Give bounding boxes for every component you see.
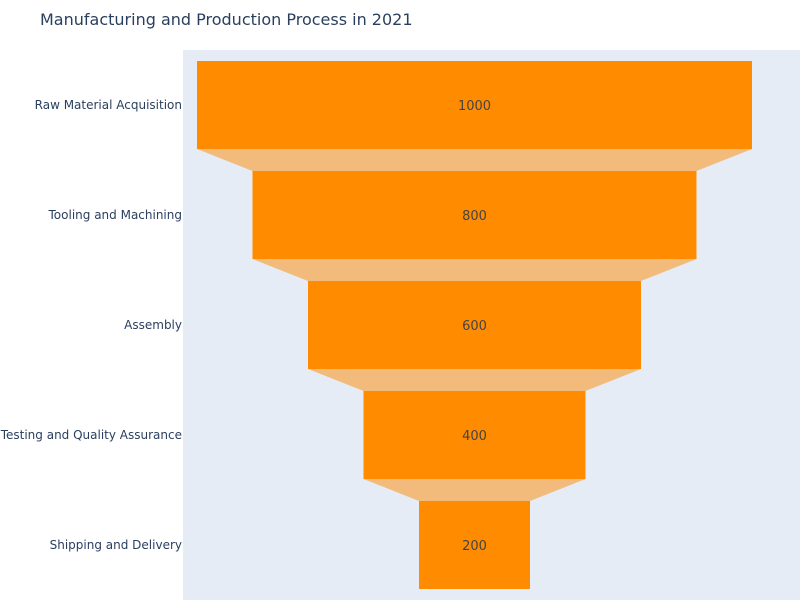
category-labels: Raw Material Acquisition Tooling and Mach… xyxy=(0,98,182,552)
bar-value-label: 600 xyxy=(462,319,487,334)
funnel-connector xyxy=(308,369,641,391)
bar-value-label: 400 xyxy=(462,429,487,444)
category-label: Shipping and Delivery xyxy=(50,538,182,552)
funnel-bars xyxy=(197,61,752,589)
bar-value-label: 200 xyxy=(462,539,487,554)
funnel-connector xyxy=(197,149,752,171)
funnel-connectors xyxy=(197,149,752,501)
funnel-bar xyxy=(308,281,641,369)
chart-title: Manufacturing and Production Process in … xyxy=(40,10,413,29)
category-label: Testing and Quality Assurance xyxy=(0,428,182,442)
category-label: Assembly xyxy=(124,318,182,332)
funnel-connector xyxy=(363,479,586,501)
funnel-connector xyxy=(252,259,697,281)
funnel-bar xyxy=(419,501,530,589)
bar-value-label: 800 xyxy=(462,209,487,224)
value-labels: 1000 800 600 400 200 xyxy=(458,99,491,554)
bar-value-label: 1000 xyxy=(458,99,491,114)
category-label: Tooling and Machining xyxy=(48,208,182,222)
funnel-bar xyxy=(252,171,697,259)
funnel-bar xyxy=(363,391,586,479)
category-label: Raw Material Acquisition xyxy=(35,98,182,112)
funnel-bar xyxy=(197,61,752,149)
